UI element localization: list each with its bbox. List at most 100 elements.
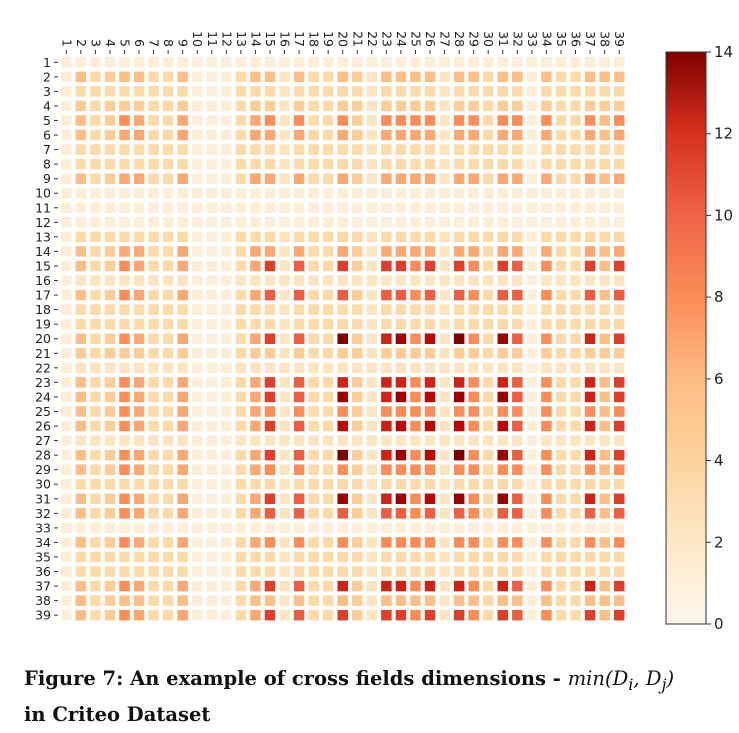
heatmap-cell <box>221 406 232 417</box>
heatmap-cell <box>395 202 407 214</box>
heatmap-cell <box>337 406 348 417</box>
heatmap-cell <box>337 275 348 286</box>
heatmap-cell <box>61 449 72 461</box>
heatmap-cell <box>162 57 174 68</box>
heatmap-cell <box>104 333 116 344</box>
heatmap-cell <box>264 609 276 621</box>
heatmap-cell <box>482 406 494 417</box>
heatmap-cell <box>75 289 87 301</box>
heatmap-cell <box>221 289 232 301</box>
heatmap-cell <box>599 595 610 606</box>
heatmap-cell <box>541 522 552 534</box>
heatmap-cell <box>337 464 348 475</box>
heatmap-cells <box>61 57 625 621</box>
heatmap-cell <box>133 377 145 388</box>
y-tick-label: 15 <box>35 258 51 273</box>
heatmap-cell <box>599 260 610 272</box>
heatmap-cell <box>177 100 188 112</box>
heatmap-cell <box>352 537 363 548</box>
heatmap-cell <box>613 129 625 141</box>
x-tick-label: 5 <box>117 39 132 47</box>
heatmap-cell <box>322 478 334 490</box>
heatmap-cell <box>599 158 610 170</box>
heatmap-cell <box>75 609 87 621</box>
heatmap-cell <box>308 478 319 490</box>
heatmap-cell <box>133 129 145 141</box>
heatmap-cell <box>206 144 218 155</box>
heatmap-cell <box>570 391 581 403</box>
x-tick-label: 22 <box>365 31 380 47</box>
heatmap-cell <box>424 129 436 141</box>
heatmap-cell <box>381 391 392 403</box>
heatmap-cell <box>221 420 232 432</box>
heatmap-cell <box>424 246 436 257</box>
heatmap-cell <box>453 362 465 374</box>
heatmap-cell <box>235 566 247 577</box>
heatmap-cell <box>264 202 276 214</box>
heatmap-cell <box>453 158 465 170</box>
heatmap-cell <box>439 289 450 301</box>
heatmap-cell <box>148 86 159 97</box>
heatmap-cell <box>221 86 232 97</box>
heatmap-cell <box>453 289 465 301</box>
heatmap-cell <box>264 260 276 272</box>
heatmap-cell <box>410 144 421 155</box>
heatmap-cell <box>235 406 247 417</box>
heatmap-cell <box>424 362 436 374</box>
heatmap-cell <box>395 246 407 257</box>
heatmap-cell <box>570 246 581 257</box>
heatmap-cell <box>482 551 494 563</box>
heatmap-cell <box>497 609 509 621</box>
heatmap-cell <box>264 449 276 461</box>
heatmap-cell <box>308 86 319 97</box>
heatmap-cell <box>75 57 87 68</box>
heatmap-cell <box>366 566 378 577</box>
heatmap-cell <box>322 144 334 155</box>
heatmap-cell <box>177 246 188 257</box>
heatmap-cell <box>570 609 581 621</box>
heatmap-cell <box>541 464 552 475</box>
x-tick-label: 10 <box>190 31 205 47</box>
heatmap-cell <box>90 217 101 228</box>
heatmap-cell <box>61 508 72 519</box>
heatmap-cell <box>468 508 479 519</box>
heatmap-cell <box>322 275 334 286</box>
heatmap-cell <box>410 202 421 214</box>
heatmap-cell <box>526 304 538 315</box>
heatmap-cell <box>308 464 319 475</box>
heatmap-cell <box>395 464 407 475</box>
heatmap-cell <box>366 362 378 374</box>
heatmap-cell <box>90 551 101 563</box>
heatmap-cell <box>337 246 348 257</box>
heatmap-cell <box>191 420 203 432</box>
heatmap-cell <box>541 173 552 184</box>
heatmap-cell <box>279 275 290 286</box>
heatmap-cell <box>162 333 174 344</box>
heatmap-cell <box>293 158 305 170</box>
heatmap-cell <box>221 231 232 243</box>
heatmap-cell <box>337 377 348 388</box>
colorbar-gradient <box>665 51 707 625</box>
heatmap-cell <box>250 391 261 403</box>
heatmap-cell <box>424 522 436 534</box>
heatmap-cell <box>395 86 407 97</box>
heatmap-cell <box>512 377 523 388</box>
heatmap-cell <box>308 289 319 301</box>
heatmap-cell <box>599 129 610 141</box>
heatmap-cell <box>599 246 610 257</box>
heatmap-cell <box>512 100 523 112</box>
heatmap-cell <box>584 537 596 548</box>
heatmap-cell <box>162 289 174 301</box>
heatmap-cell <box>381 377 392 388</box>
heatmap-cell <box>366 115 378 126</box>
heatmap-cell <box>177 217 188 228</box>
heatmap-cell <box>279 348 290 359</box>
heatmap-cell <box>221 595 232 606</box>
heatmap-cell <box>352 595 363 606</box>
heatmap-cell <box>366 464 378 475</box>
heatmap-cell <box>235 187 247 199</box>
heatmap-cell <box>293 144 305 155</box>
heatmap-cell <box>61 217 72 228</box>
heatmap-cell <box>308 173 319 184</box>
heatmap-cell <box>424 260 436 272</box>
